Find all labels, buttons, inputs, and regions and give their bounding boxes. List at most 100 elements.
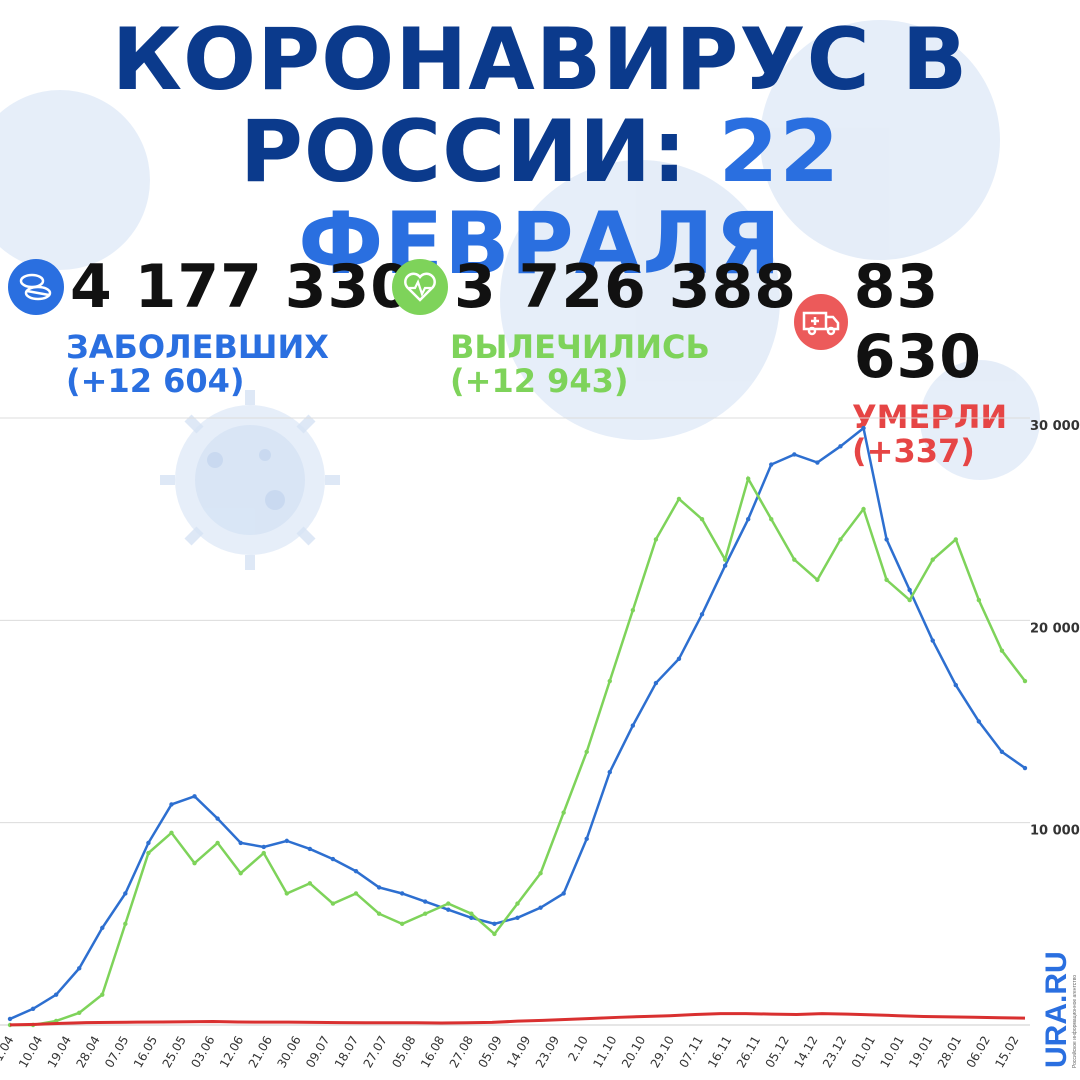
- x-tick-label: 05.12: [763, 1034, 792, 1071]
- data-point: [446, 901, 451, 906]
- data-point: [561, 810, 566, 815]
- data-point: [100, 992, 105, 997]
- title-line-2: РОССИИ: 22 ФЕВРАЛЯ: [0, 106, 1080, 290]
- x-tick-label: 26.11: [734, 1034, 763, 1071]
- x-tick-label: 05.09: [475, 1034, 504, 1071]
- x-tick-label: 05.08: [389, 1034, 418, 1071]
- stat-cases: 4 177 330 ЗАБОЛЕВШИХ (+12 604): [8, 252, 413, 398]
- data-point: [538, 871, 543, 876]
- data-point: [838, 444, 843, 449]
- data-point: [976, 719, 982, 724]
- data-point: [238, 840, 243, 846]
- x-tick-label: 23.12: [820, 1034, 849, 1071]
- data-point: [53, 992, 59, 997]
- data-point: [884, 577, 889, 583]
- data-point: [815, 577, 820, 583]
- stat-deaths-value: 83 630: [853, 252, 983, 392]
- data-point: [953, 682, 958, 688]
- data-point: [907, 587, 912, 593]
- data-point: [769, 462, 774, 467]
- data-point: [630, 608, 636, 613]
- stat-cases-value: 4 177 330: [70, 252, 414, 322]
- x-tick-label: 09.07: [303, 1034, 332, 1071]
- y-tick-label: 20 000: [1030, 621, 1080, 636]
- data-point: [123, 921, 128, 927]
- data-point: [607, 678, 612, 684]
- data-point: [100, 925, 105, 931]
- pills-icon: [8, 259, 64, 315]
- chart-grid: [0, 417, 1030, 1026]
- title-country: РОССИИ:: [239, 102, 688, 202]
- series-line: [10, 475, 1026, 1027]
- data-point: [469, 915, 474, 920]
- stat-deaths-label: УМЕРЛИ: [852, 398, 1008, 436]
- data-point: [399, 921, 405, 927]
- data-point: [745, 516, 751, 522]
- x-tick-label: 16.08: [418, 1034, 447, 1071]
- stat-cases-delta: (+12 604): [66, 362, 245, 400]
- series-line: [9, 1012, 1026, 1027]
- data-point: [7, 1016, 13, 1022]
- data-point: [353, 891, 359, 896]
- data-point: [169, 830, 174, 835]
- data-point: [146, 850, 151, 856]
- data-point: [376, 911, 382, 916]
- data-point: [1022, 678, 1028, 684]
- data-point: [446, 907, 451, 912]
- x-axis-ticks: 1.04 10.04 19.04 28.04 07.05 16.05 25.05 03.06 1…: [0, 1034, 1022, 1071]
- data-point: [699, 612, 705, 617]
- data-point: [861, 425, 866, 431]
- data-point: [1022, 765, 1028, 771]
- stat-recovered: 3 726 388 ВЫЛЕЧИЛИСЬ (+12 943): [392, 252, 797, 398]
- data-point: [492, 921, 497, 927]
- stat-deaths: 83 630 УМЕРЛИ (+337): [794, 252, 1080, 468]
- data-point: [653, 680, 659, 686]
- x-tick-label: 06.02: [964, 1034, 993, 1071]
- chart-series: [7, 425, 1028, 1028]
- data-point: [515, 901, 520, 906]
- data-point: [999, 749, 1005, 755]
- data-point: [30, 1006, 36, 1012]
- x-tick-label: 27.08: [447, 1034, 476, 1071]
- x-tick-label: 25.05: [160, 1034, 189, 1071]
- data-point: [838, 537, 843, 542]
- x-tick-label: 1.04: [0, 1034, 17, 1064]
- data-point: [261, 844, 266, 850]
- x-tick-label: 14.09: [504, 1034, 533, 1071]
- x-tick-label: 23.09: [533, 1034, 562, 1071]
- data-point: [976, 597, 982, 603]
- x-tick-label: 19.04: [45, 1034, 74, 1071]
- data-point: [584, 749, 589, 755]
- data-point: [284, 838, 290, 844]
- ambulance-icon: [794, 294, 848, 350]
- x-tick-label: 10.04: [16, 1034, 45, 1071]
- x-tick-label: 21.06: [246, 1034, 275, 1071]
- data-point: [238, 871, 243, 876]
- data-point: [907, 597, 912, 603]
- x-tick-label: 27.07: [361, 1034, 390, 1071]
- data-point: [146, 840, 151, 846]
- data-point: [469, 911, 474, 916]
- data-point: [376, 885, 382, 890]
- data-point: [307, 881, 313, 886]
- ura-logo: URA.RU Российское информационное агентст…: [1040, 951, 1078, 1068]
- x-tick-label: 07.05: [102, 1034, 131, 1071]
- data-point: [999, 648, 1005, 653]
- data-point: [630, 723, 636, 728]
- data-point: [953, 537, 958, 542]
- data-point: [930, 557, 935, 562]
- data-point: [584, 836, 589, 842]
- x-tick-label: 28.01: [935, 1034, 964, 1071]
- data-point: [423, 899, 428, 904]
- data-point: [792, 452, 797, 457]
- x-tick-label: 15.02: [992, 1034, 1021, 1071]
- data-point: [676, 496, 682, 502]
- heart-pulse-icon: [392, 259, 448, 315]
- data-point: [538, 905, 543, 910]
- data-point: [330, 901, 336, 906]
- x-tick-label: 16.05: [131, 1034, 160, 1071]
- data-point: [261, 850, 266, 856]
- x-tick-label: 01.01: [849, 1034, 878, 1071]
- data-point: [169, 802, 174, 807]
